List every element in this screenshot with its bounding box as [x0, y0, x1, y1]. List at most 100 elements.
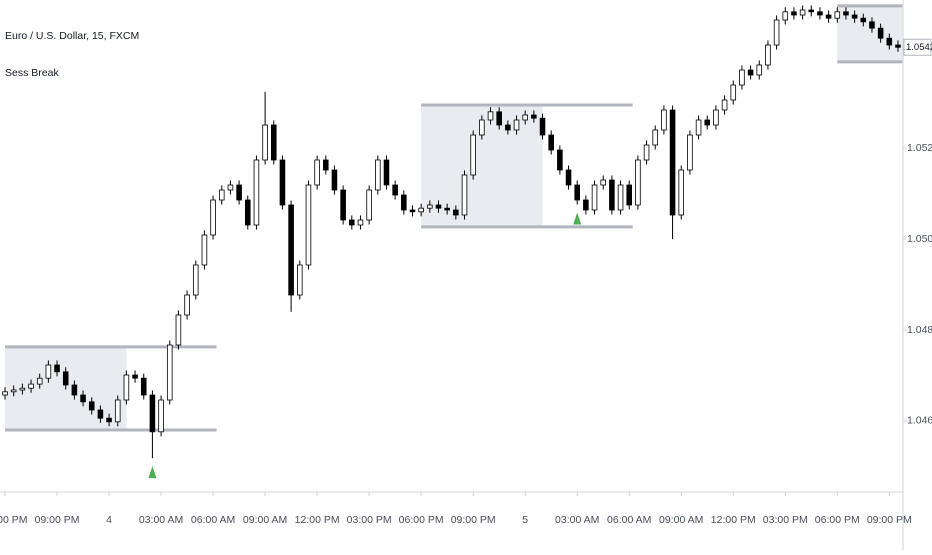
candle-body — [851, 14, 858, 19]
candle-body — [548, 134, 554, 151]
x-tick-label: 06:00 PM — [0, 514, 28, 526]
candle-body — [383, 159, 390, 186]
candle-body — [331, 169, 338, 191]
candle-body — [574, 184, 580, 201]
candle-body — [114, 399, 121, 423]
candle-body — [297, 264, 303, 296]
candle-body — [721, 99, 728, 111]
candle-body — [218, 189, 225, 201]
candle-body — [513, 119, 520, 131]
candle-body — [505, 124, 511, 131]
x-tick-label: 03:00 AM — [555, 514, 599, 526]
candle-body — [323, 159, 329, 171]
candle-body — [834, 11, 841, 19]
candle-body — [244, 199, 251, 226]
candle-body — [158, 399, 164, 433]
candle-body — [765, 44, 771, 66]
candle-body — [895, 44, 901, 48]
candle-body — [305, 184, 312, 266]
x-tick-label: 09:00 AM — [659, 514, 703, 526]
candle-body — [349, 219, 355, 226]
candle-body — [626, 184, 633, 206]
candle-body — [314, 159, 320, 186]
y-tick-label: 1.05000 — [907, 233, 932, 245]
last-price-box — [903, 38, 932, 56]
candle-body — [279, 159, 286, 206]
candle-body — [886, 37, 893, 46]
candle-body — [704, 119, 711, 126]
candle-body — [210, 199, 216, 236]
x-tick-label: 03:00 AM — [139, 514, 183, 526]
chart-title: Euro / U.S. Dollar, 15, FXCM — [5, 30, 139, 42]
candle-body — [756, 64, 763, 76]
candle-body — [106, 417, 112, 423]
candle-body — [583, 199, 589, 211]
candle-body — [825, 14, 832, 19]
candle-body — [479, 119, 485, 136]
x-tick-label: 09:00 PM — [451, 514, 496, 526]
candle-body — [600, 179, 606, 186]
candle-body — [36, 377, 43, 385]
candle-body — [669, 109, 676, 216]
candle-body — [2, 391, 8, 396]
x-tick-label: 09:00 PM — [35, 514, 80, 526]
candle-body — [340, 189, 346, 221]
candle-body — [739, 69, 745, 86]
candle-body — [635, 159, 641, 206]
candle-body — [617, 184, 624, 211]
candle-body — [357, 219, 364, 226]
candle-body — [877, 27, 884, 39]
candle-body — [409, 209, 416, 213]
candle-body — [817, 11, 823, 16]
candle-body — [695, 119, 702, 136]
candle-body — [470, 134, 476, 176]
candle-body — [19, 387, 26, 391]
candle-body — [54, 364, 60, 373]
candle-body — [652, 129, 659, 146]
candle-body — [401, 194, 407, 211]
candle-body — [435, 204, 442, 209]
candle-body — [262, 124, 268, 161]
candle-body — [661, 109, 667, 131]
x-tick-label: 5 — [522, 514, 528, 526]
candle-body — [175, 314, 182, 346]
x-tick-label: 06:00 AM — [191, 514, 235, 526]
candle-body — [418, 207, 424, 213]
candle-body — [713, 109, 719, 126]
candle-body — [444, 207, 450, 211]
candle-body — [565, 169, 572, 186]
candle-body — [71, 384, 78, 396]
candle-body — [201, 234, 208, 266]
candle-body — [236, 184, 242, 201]
candle-body — [557, 149, 563, 171]
candle-body — [288, 204, 294, 296]
candle-body — [253, 159, 260, 226]
candle-body — [747, 69, 754, 76]
candle-body — [869, 21, 875, 29]
indicator-name: Sess Break — [5, 67, 59, 79]
candle-body — [97, 409, 104, 419]
candle-body — [270, 124, 277, 161]
candle-body — [799, 9, 806, 16]
candle-body — [609, 179, 615, 211]
candle-body — [149, 394, 156, 433]
candle-body — [132, 374, 138, 379]
candle-body — [730, 84, 737, 101]
candle-body — [392, 184, 398, 196]
candle-body — [192, 264, 199, 296]
candle-body — [184, 294, 190, 316]
candle-body — [860, 17, 867, 23]
candle-body — [62, 371, 69, 386]
candle-body — [366, 189, 372, 221]
candle-body — [791, 11, 797, 16]
x-tick-label: 09:00 AM — [243, 514, 287, 526]
last-price-label: 1.05422 — [906, 42, 932, 53]
x-tick-label: 4 — [106, 514, 112, 526]
candle-body — [496, 111, 502, 126]
candle-body — [80, 394, 86, 403]
x-tick-label: 06:00 AM — [607, 514, 651, 526]
candle-body — [461, 174, 468, 216]
break-signal — [148, 466, 157, 479]
x-tick-label: 09:00 PM — [867, 514, 912, 526]
y-tick-label: 1.04800 — [907, 324, 932, 336]
